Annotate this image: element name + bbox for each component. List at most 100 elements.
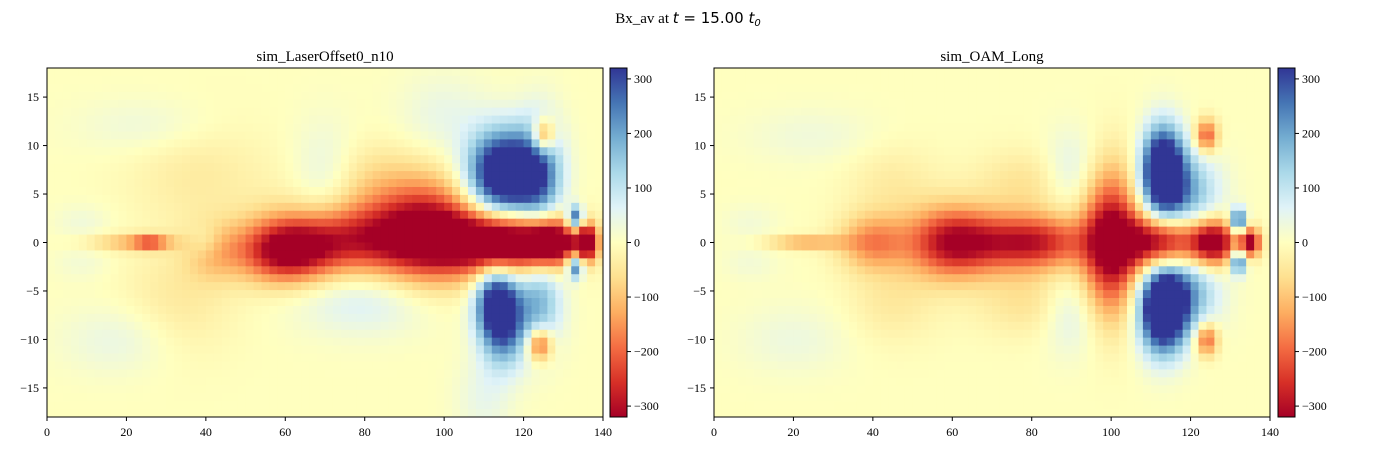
heatmap-cell (531, 155, 541, 164)
heatmap-cell (142, 186, 151, 196)
heatmap-cell (1158, 179, 1168, 188)
heatmap-cell (888, 75, 898, 85)
heatmap-cell (62, 290, 72, 299)
heatmap-cell (467, 210, 477, 220)
heatmap-cell (142, 393, 151, 402)
heatmap-cell (1150, 131, 1160, 140)
heatmap-cell (714, 123, 723, 133)
heatmap-cell (1134, 75, 1144, 85)
heatmap-cell (253, 107, 263, 117)
heatmap-cell (1055, 266, 1065, 275)
heatmap-cell (849, 131, 858, 140)
heatmap-cell (920, 155, 930, 164)
heatmap-cell (1119, 202, 1128, 212)
heatmap-cell (70, 234, 80, 244)
heatmap-cell (1222, 147, 1231, 156)
heatmap-cell (277, 99, 286, 109)
heatmap-cell (968, 250, 977, 259)
heatmap-cell (197, 369, 207, 378)
heatmap-cell (1055, 234, 1065, 244)
heatmap-cell (721, 131, 731, 140)
heatmap-cell (380, 393, 390, 402)
heatmap-cell (436, 313, 445, 323)
heatmap-cell (1119, 218, 1128, 228)
heatmap-cell (944, 83, 953, 93)
heatmap-cell (70, 305, 80, 315)
heatmap-cell (952, 83, 961, 93)
heatmap-cell (936, 242, 945, 252)
heatmap-cell (62, 75, 72, 85)
heatmap-cell (142, 353, 151, 363)
heatmap-cell (189, 282, 199, 291)
heatmap-cell (388, 290, 398, 299)
heatmap-cell (563, 107, 572, 117)
heatmap-cell (340, 194, 350, 204)
heatmap-cell (404, 210, 413, 220)
heatmap-cell (126, 155, 135, 164)
heatmap-cell (372, 290, 382, 299)
heatmap-cell (460, 186, 469, 196)
heatmap-cell (1015, 258, 1025, 267)
heatmap-cell (325, 179, 334, 188)
heatmap-cell (388, 226, 398, 236)
heatmap-cell (261, 218, 270, 228)
heatmap-cell (1039, 83, 1049, 93)
heatmap-cell (1158, 155, 1168, 164)
heatmap-cell (444, 226, 453, 236)
heatmap-cell (1015, 226, 1025, 236)
heatmap-cell (1142, 171, 1152, 180)
heatmap-cell (1031, 75, 1041, 85)
heatmap-cell (801, 115, 810, 125)
heatmap-cell (1023, 194, 1033, 204)
heatmap-cell (1174, 202, 1184, 212)
heatmap-cell (753, 163, 763, 172)
heatmap-cell (531, 361, 541, 371)
heatmap-cell (928, 234, 937, 244)
heatmap-cell (174, 298, 183, 307)
heatmap-cell (325, 68, 334, 77)
heatmap-cell (356, 99, 366, 109)
heatmap-cell (166, 163, 175, 172)
heatmap-cell (309, 75, 318, 85)
heatmap-cell (126, 179, 135, 188)
heatmap-cell (737, 123, 747, 133)
heatmap-cell (1071, 83, 1080, 93)
heatmap-cell (420, 313, 429, 323)
heatmap-cell (452, 155, 461, 164)
heatmap-cell (539, 242, 548, 252)
heatmap-cell (460, 155, 469, 164)
heatmap-cell (579, 107, 588, 117)
heatmap-cell (142, 337, 151, 347)
heatmap-cell (118, 369, 128, 378)
heatmap-cell (436, 179, 445, 188)
heatmap-cell (293, 210, 302, 220)
heatmap-cell (1214, 266, 1223, 275)
heatmap-cell (388, 345, 398, 355)
heatmap-cell (539, 305, 548, 315)
heatmap-cell (531, 186, 541, 196)
heatmap-cell (856, 147, 866, 156)
heatmap-cell (539, 361, 548, 371)
heatmap-cell (499, 409, 509, 417)
heatmap-cell (158, 234, 167, 244)
heatmap-cell (261, 266, 270, 275)
heatmap-cell (761, 171, 771, 180)
heatmap-cell (412, 83, 421, 93)
heatmap-cell (984, 155, 993, 164)
heatmap-cell (928, 68, 937, 77)
heatmap-cell (960, 226, 969, 236)
heatmap-cell (539, 155, 548, 164)
heatmap-cell (269, 147, 278, 156)
heatmap-cell (515, 115, 525, 125)
heatmap-cell (436, 369, 445, 378)
heatmap-cell (944, 171, 953, 180)
heatmap-cell (1007, 139, 1017, 148)
heatmap-cell (864, 266, 874, 275)
heatmap-cell (142, 242, 151, 252)
heatmap-cell (976, 147, 985, 156)
heatmap-cell (1222, 139, 1231, 148)
heatmap-cell (110, 401, 120, 410)
heatmap-cell (436, 139, 445, 148)
heatmap-cell (1174, 139, 1184, 148)
